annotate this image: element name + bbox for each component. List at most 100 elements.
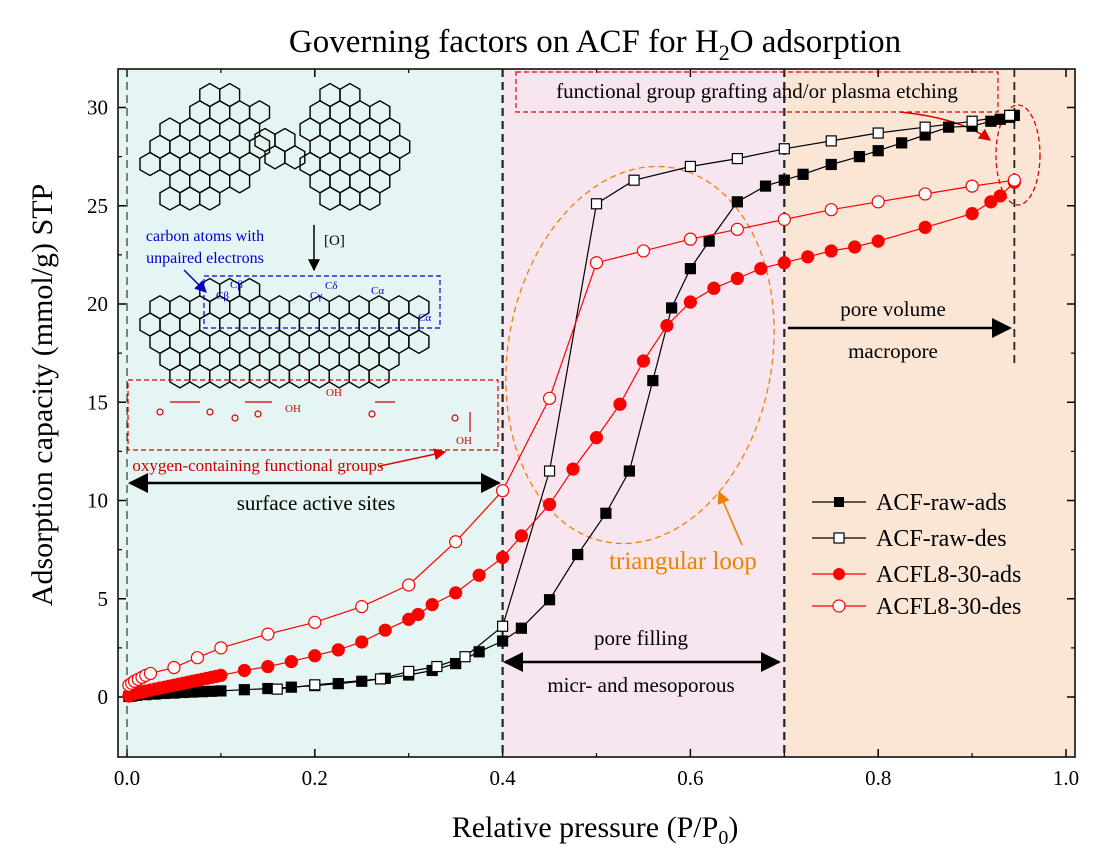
annotation-micro-meso: micr- and mesoporous — [547, 673, 734, 697]
x-tick-label: 0.0 — [114, 766, 140, 790]
y-tick-label: 0 — [98, 685, 109, 709]
endpoint-ellipse — [995, 104, 1041, 206]
data-point — [214, 641, 228, 655]
data-point — [332, 678, 344, 690]
data-point — [497, 635, 509, 647]
data-point — [196, 686, 208, 698]
annotation-carbon-atoms-line1: carbon atoms with — [146, 228, 264, 245]
background-regions — [118, 69, 1075, 757]
data-point — [355, 600, 369, 614]
data-point — [425, 598, 439, 612]
data-point — [871, 234, 885, 248]
y-axis-label: Adsorption capacity (mmol/g) STP — [26, 184, 59, 606]
data-point — [496, 484, 510, 498]
data-point — [600, 507, 612, 519]
data-point — [872, 127, 884, 139]
oxygen-atom — [156, 408, 164, 416]
data-point — [167, 660, 181, 675]
data-point — [589, 256, 604, 270]
background-region — [502, 69, 785, 757]
data-point — [730, 222, 744, 236]
data-point — [590, 198, 603, 210]
data-point — [271, 683, 283, 695]
data-point — [514, 529, 528, 543]
data-point — [374, 673, 387, 685]
data-point — [496, 550, 510, 565]
data-point — [660, 319, 674, 333]
data-point — [1007, 173, 1021, 187]
data-point — [993, 189, 1007, 203]
data-point — [308, 615, 322, 629]
data-point — [965, 207, 979, 221]
data-point — [613, 397, 627, 411]
series-acf-raw-des — [271, 109, 1016, 695]
hexagon-ring — [284, 144, 306, 170]
axes: 0.0 0.2 0.4 0.6 0.8 1.0 0 5 10 15 20 25 30 — [87, 68, 1079, 790]
data-point — [848, 240, 862, 254]
chart-title-tail: O adsorption — [730, 24, 901, 60]
graphene-structure-illustration — [139, 82, 471, 432]
data-point — [965, 179, 979, 193]
x-axis-label: Relative pressure (P/P0) — [452, 811, 739, 849]
x-tick-label: 1.0 — [1053, 766, 1079, 790]
data-point — [896, 137, 908, 149]
series-acfl8-30-ads — [122, 175, 1021, 703]
data-point — [237, 663, 251, 678]
legend: ACF-raw-ads ACF-raw-des ACFL8-30-ads ACF… — [812, 490, 1021, 620]
annotation-oh-1: OH — [285, 403, 301, 415]
data-point — [459, 651, 471, 663]
data-point — [872, 145, 884, 157]
x-tick-label: 0.4 — [489, 766, 516, 790]
hexagon-ring — [408, 329, 430, 355]
x-axis-label-main: Relative pressure (P/P — [452, 811, 719, 844]
data-point — [542, 391, 557, 405]
legend-entry-acfl8-30-ads: ACFL8-30-ads — [812, 562, 1021, 588]
data-point — [801, 250, 815, 264]
data-point — [777, 256, 791, 270]
data-point — [1004, 109, 1016, 121]
data-point — [636, 354, 651, 368]
data-point — [918, 220, 932, 234]
legend-marker-acfl8-30-ads — [833, 568, 845, 580]
data-point — [683, 232, 698, 246]
x-tick-label: 0.6 — [677, 766, 703, 790]
y-tick-label: 10 — [87, 489, 108, 513]
x-tick-label: 0.8 — [865, 766, 891, 790]
data-point — [403, 665, 415, 678]
data-point — [543, 465, 556, 477]
data-point — [566, 462, 580, 476]
oxygen-atom — [451, 414, 459, 422]
data-point — [215, 685, 227, 697]
legend-marker-acfl8-30-des — [832, 599, 846, 613]
data-point — [777, 212, 791, 227]
annotation-carbon-atoms-line2: unpaired electrons — [146, 250, 264, 267]
data-point — [647, 375, 659, 387]
series-layer — [122, 109, 1021, 703]
oxygen-atom — [254, 410, 262, 418]
data-point — [402, 578, 416, 592]
y-tick-label: 30 — [87, 96, 108, 120]
annotation-c-alpha-2: Cα — [418, 312, 431, 324]
hexagon-ring — [368, 363, 390, 389]
data-point — [214, 668, 228, 682]
background-region — [784, 69, 1075, 757]
data-point — [778, 174, 790, 186]
annotation-top-box: functional group grafting and/or plasma … — [556, 79, 958, 103]
data-point — [572, 548, 584, 561]
data-point — [309, 679, 321, 691]
annotation-oh-2: OH — [326, 387, 342, 399]
annotation-pore-volume: pore volume — [840, 297, 946, 321]
data-point — [308, 649, 322, 663]
data-point — [853, 151, 866, 163]
data-point — [472, 568, 486, 582]
grafting-box — [515, 71, 999, 113]
data-point — [918, 187, 932, 201]
annotation-oxidation: [O] — [324, 233, 345, 249]
data-point — [355, 635, 369, 649]
annotation-oh-3: OH — [456, 435, 472, 447]
annotation-pore-filling: pore filling — [594, 626, 688, 650]
oxygen-atom — [206, 408, 214, 416]
x-axis-label-tail: ) — [728, 811, 738, 844]
data-point — [515, 622, 527, 634]
chart-title-subscript: 2 — [719, 40, 730, 65]
